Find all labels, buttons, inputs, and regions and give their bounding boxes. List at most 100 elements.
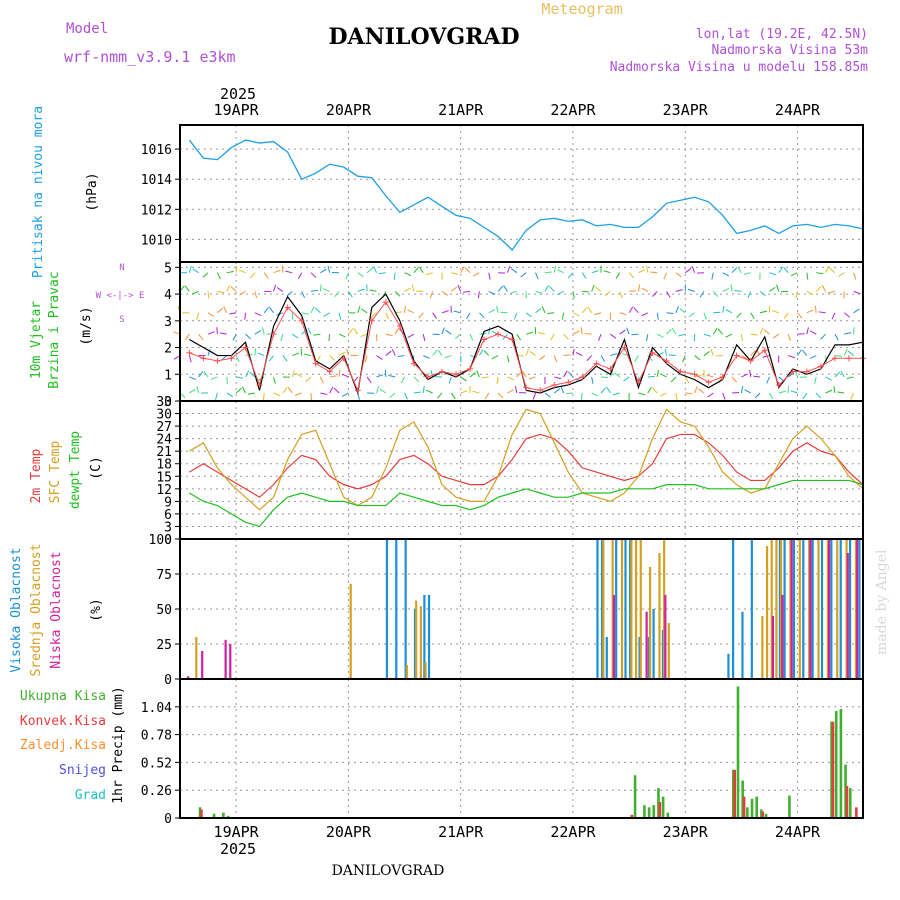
page-title: DANILOVGRAD [328,24,519,50]
wind-arrow [491,355,499,360]
wind-arrow [413,391,421,394]
wind-arrow [772,333,780,339]
wind-arrow [582,290,590,293]
wind-arrow [297,272,303,280]
wind-arrow [357,305,361,313]
wind-arrow [254,312,262,316]
wind-marker [242,344,249,351]
wind-arrow [600,387,607,394]
wind-arrow [357,288,365,292]
y-tick-label: 18 [156,458,172,473]
cloud-mid-bar [602,539,605,679]
precip-total-bar [657,788,660,818]
wind-arrow [460,376,467,382]
wind-arrow [541,306,546,313]
precip-conv-bar [831,721,835,818]
y-tick-label: 4 [164,288,172,303]
y-tick-label: 33 [156,395,172,410]
cloud-high-bar [792,539,796,679]
footer-title: DANILOVGRAD [332,863,445,879]
wind-arrow [235,355,240,363]
precip-legend-grad: Grad [75,788,106,803]
wind-arrow [198,333,204,341]
precip-conv-bar [845,785,849,818]
cloud-mid-bar [798,539,801,679]
wind-arrow [575,352,583,357]
panel-frame [179,261,864,402]
year-top-label: 2025 [220,85,256,103]
cloud-high-bar [727,653,730,679]
wind-arrow [338,312,342,320]
panel-frame [179,124,864,263]
wind-arrow [734,290,742,292]
wind-arrow [561,312,565,320]
wind-arrow [418,312,424,319]
wind-arrow [216,272,221,280]
cloud-high-bar [741,611,744,679]
wind-arrow [338,369,341,378]
wind-arrow [725,309,733,314]
wind-arrow [268,355,274,362]
cloud-high-bar [750,539,753,679]
wind-arrow [429,291,434,299]
cloud-mid-bar [765,546,769,679]
wind-arrow [345,272,349,280]
wind-arrow [360,333,368,337]
precip-total-bar [226,815,230,818]
wind-arrow [731,376,737,383]
wind-arrow [460,390,468,394]
wind-arrow [806,309,814,314]
wind-arrow [586,355,593,362]
wind-arrow [567,371,574,378]
wind-marker [298,317,305,324]
precip-total-bar [764,813,768,818]
wind-arrow [572,312,580,317]
wind-arrow [426,389,433,394]
wind-arrow [787,355,795,359]
t2m-line [189,433,864,498]
wind-arrow [850,392,855,400]
cloud-mid-bar [789,539,792,679]
wind-arrow [262,392,265,400]
wind-arrow [825,266,829,273]
wind-arrow [235,387,242,394]
wind-arrow [600,355,606,362]
wind-arrow [553,388,561,394]
cloud-mid-bar [836,539,839,679]
wind-arrow [634,355,639,362]
wind-arrow [457,284,462,292]
cloud-mid-bar [667,623,670,679]
wind-arrow [725,333,733,338]
wind-arrow [310,272,317,278]
wind-arrow [353,328,359,335]
wind-arrow [454,333,461,339]
wind-arrow [547,312,555,315]
wind-arrow [189,388,196,394]
wind-arrow [510,268,518,274]
wind-arrow [703,351,710,356]
cloud-mid-bar [611,539,614,679]
wind-arrow [610,353,618,357]
cloud-high-bar [395,539,398,679]
wind-arrow [722,272,730,277]
wind-arrow [207,312,215,317]
wind-marker [256,381,263,388]
wind-arrow [184,285,190,292]
precip-conv-bar [658,801,662,818]
y-tick-label: 1016 [141,143,172,158]
wind-arrow [572,348,575,356]
wind-arrow [684,268,692,274]
wind-arrow [557,269,564,274]
wind-arrow [245,370,250,378]
wind-arrow [513,312,518,320]
y-tick-label: 1.04 [141,701,172,716]
wind-arrow [280,334,284,342]
wind-compass-south: S [119,315,124,325]
wind-arrow [413,376,420,383]
wind-arrow [806,272,809,280]
wind-arrow [217,290,225,294]
wind-arrow [615,272,621,279]
wind-arrow [613,372,621,378]
pressure-title: Pritisak na nivou mora [31,106,46,278]
